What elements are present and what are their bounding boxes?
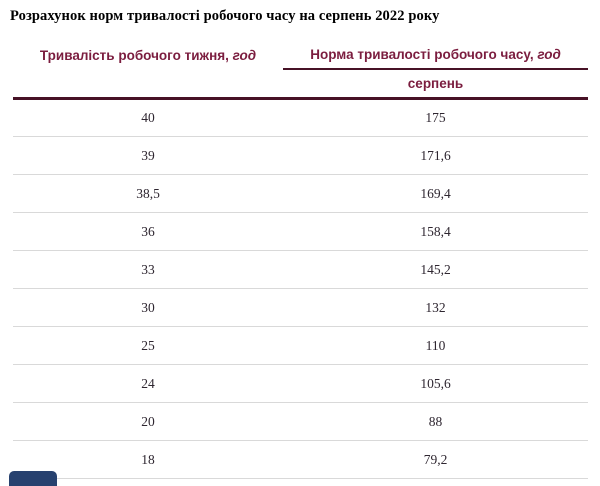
- week-cell: 30: [13, 288, 283, 327]
- column-header-week-label: Тривалість робочого тижня,: [39, 47, 233, 63]
- week-cell: 20: [13, 402, 283, 441]
- week-cell: 39: [13, 136, 283, 175]
- page-title: Розрахунок норм тривалості робочого часу…: [10, 8, 440, 24]
- norm-cell: 175: [283, 98, 588, 137]
- week-cell: 40: [13, 98, 283, 137]
- norm-cell: 145,2: [283, 250, 588, 289]
- table-body: 40 175 39 171,6 38,5 169,4 36 158,4 33 1…: [13, 98, 588, 479]
- column-header-week-unit: год: [232, 47, 257, 63]
- norm-cell: 171,6: [283, 136, 588, 175]
- week-cell: 25: [13, 326, 283, 365]
- week-cell: 36: [13, 212, 283, 251]
- table-subheader-row: серпень: [13, 69, 588, 100]
- subheader-month: серпень: [283, 69, 588, 100]
- norm-cell: 88: [283, 402, 588, 441]
- table-header-row: Тривалість робочого тижня, год Норма три…: [13, 41, 588, 70]
- week-cell: 38,5: [13, 174, 283, 213]
- week-cell: 33: [13, 250, 283, 289]
- column-header-week: Тривалість робочого тижня, год: [13, 41, 283, 69]
- subheader-empty-cell: [13, 69, 283, 100]
- norm-cell: 105,6: [283, 364, 588, 403]
- column-header-norm: Норма тривалості робочого часу, год: [283, 41, 588, 70]
- table-row: 18 79,2: [13, 440, 588, 479]
- working-time-norms-table: Тривалість робочого тижня, год Норма три…: [13, 41, 588, 479]
- table-row: 40 175: [13, 98, 588, 137]
- table-row: 20 88: [13, 402, 588, 441]
- week-cell: 24: [13, 364, 283, 403]
- table-row: 36 158,4: [13, 212, 588, 251]
- norm-cell: 110: [283, 326, 588, 365]
- norm-cell: 79,2: [283, 440, 588, 479]
- table-row: 38,5 169,4: [13, 174, 588, 213]
- week-cell: 18: [13, 440, 283, 479]
- norm-cell: 158,4: [283, 212, 588, 251]
- table-row: 30 132: [13, 288, 588, 327]
- table-row: 39 171,6: [13, 136, 588, 175]
- column-header-norm-unit: год: [537, 47, 561, 62]
- norm-cell: 169,4: [283, 174, 588, 213]
- table-row: 25 110: [13, 326, 588, 365]
- table-row: 24 105,6: [13, 364, 588, 403]
- column-header-norm-label: Норма тривалості робочого часу,: [310, 47, 538, 62]
- table-row: 33 145,2: [13, 250, 588, 289]
- norm-cell: 132: [283, 288, 588, 327]
- chat-widget-button[interactable]: [9, 471, 57, 486]
